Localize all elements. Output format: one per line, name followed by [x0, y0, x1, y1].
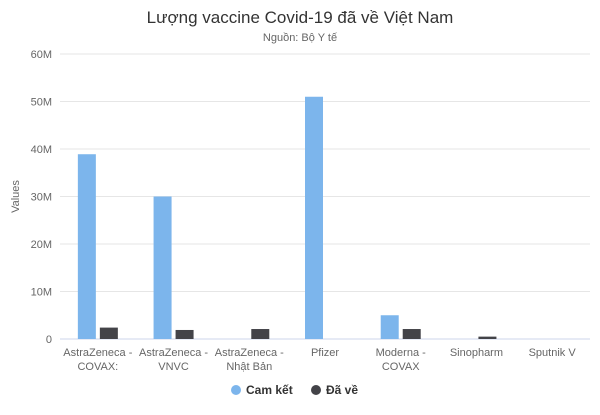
x-tick-label: Sinopharm: [450, 347, 503, 359]
chart-subtitle: Nguồn: Bộ Y tế: [262, 32, 338, 44]
chart-title: Lượng vaccine Covid-19 đã về Việt Nam: [146, 8, 454, 27]
bar-da-ve: [175, 329, 194, 339]
y-tick-label: 40M: [31, 144, 52, 156]
y-tick-label: 10M: [31, 287, 52, 299]
y-tick-label: 0: [46, 334, 52, 346]
legend-label: Cam kết: [246, 383, 293, 397]
y-tick-label: 30M: [31, 192, 52, 204]
bar-da-ve: [99, 327, 118, 339]
bar-cam-ket: [77, 154, 96, 339]
bar-cam-ket: [153, 196, 172, 339]
legend-marker: [311, 385, 321, 395]
bar-da-ve: [478, 336, 497, 339]
bar-cam-ket: [380, 315, 399, 339]
y-axis-title: Values: [10, 180, 22, 213]
x-tick-label: Nhật Bản: [226, 361, 272, 373]
y-tick-label: 50M: [31, 97, 52, 109]
x-tick-label: Sputnik V: [529, 347, 577, 359]
bar-da-ve: [402, 329, 421, 339]
y-tick-label: 60M: [31, 49, 52, 61]
bar-cam-ket: [305, 96, 323, 339]
y-tick-label: 20M: [31, 239, 52, 251]
x-tick-label: Moderna -: [376, 347, 426, 359]
bar-da-ve: [251, 329, 270, 339]
x-tick-label: COVAX: [382, 361, 420, 373]
x-tick-label: AstraZeneca -: [215, 347, 284, 359]
legend-label: Đã về: [326, 383, 358, 397]
legend-marker: [231, 385, 241, 395]
x-tick-label: AstraZeneca -: [63, 347, 132, 359]
x-tick-label: COVAX:: [77, 361, 118, 373]
x-tick-label: VNVC: [158, 361, 189, 373]
x-tick-label: Pfizer: [311, 347, 339, 359]
x-tick-label: AstraZeneca -: [139, 347, 208, 359]
